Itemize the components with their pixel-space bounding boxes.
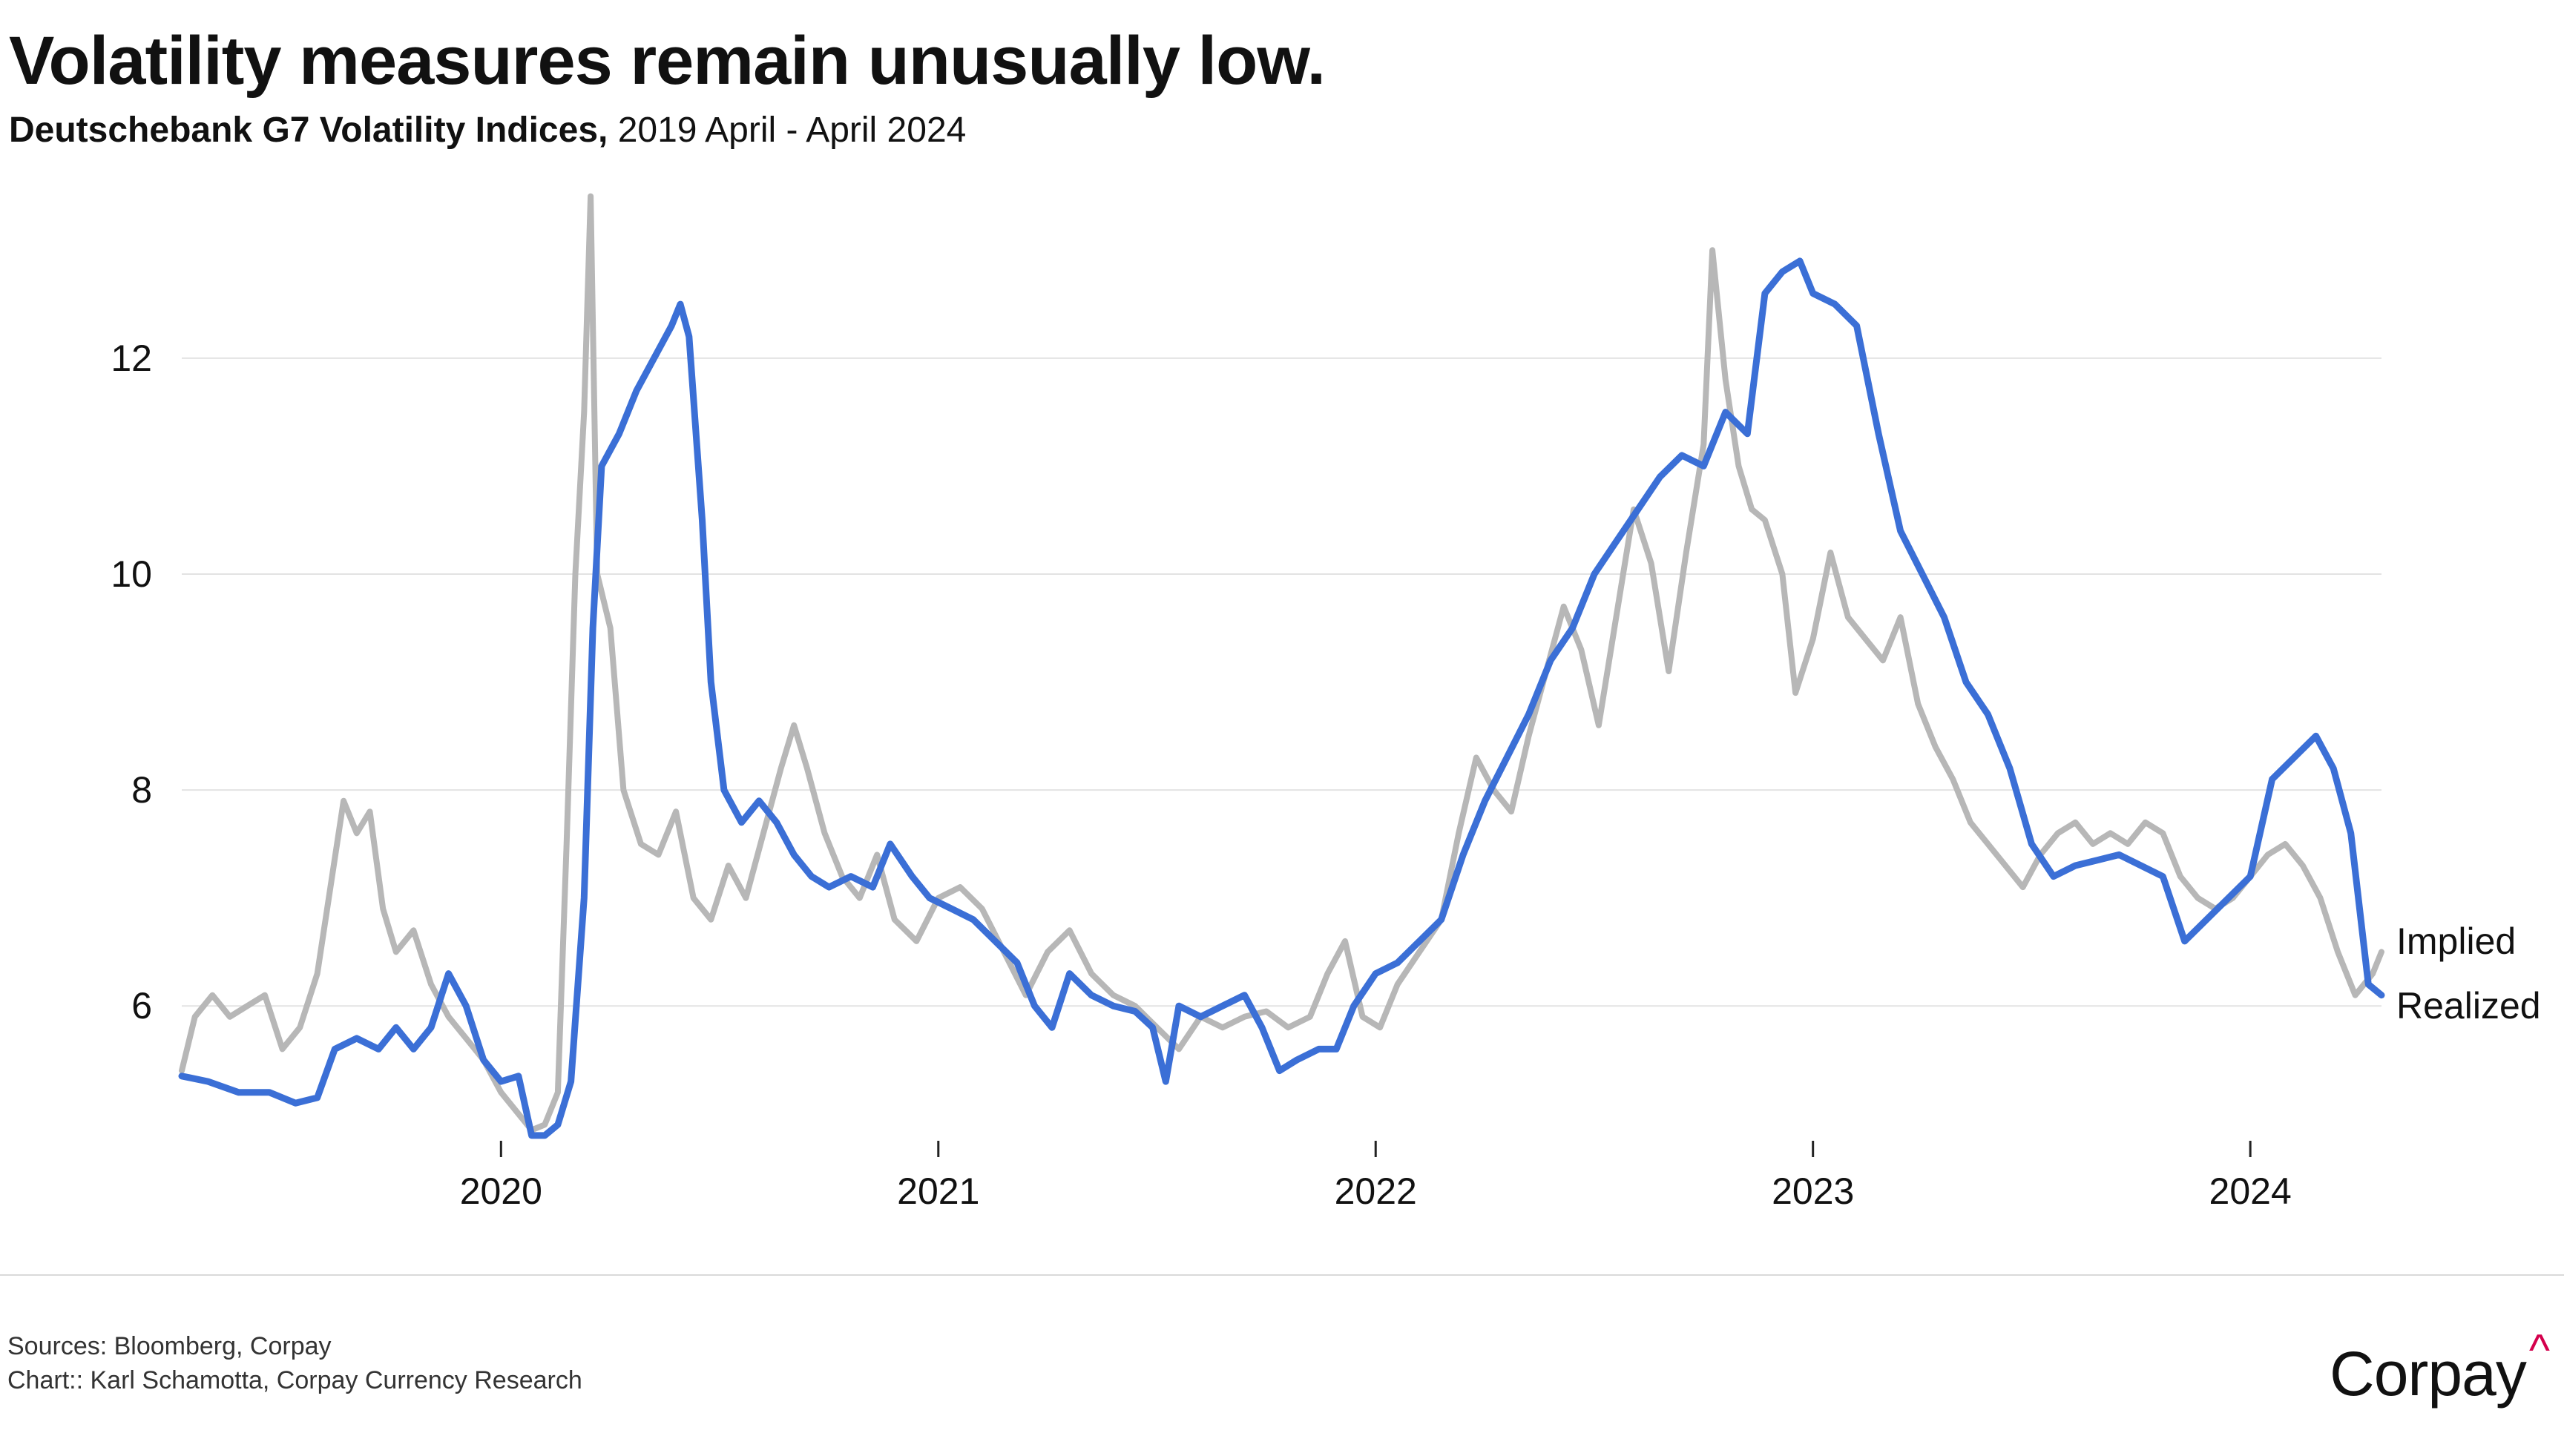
- credit-text: Chart:: Karl Schamotta, Corpay Currency …: [7, 1366, 582, 1394]
- subtitle-date-range: 2019 April - April 2024: [608, 111, 967, 150]
- series-line-implied: [178, 257, 2385, 1139]
- series-label-implied: Implied: [2396, 920, 2516, 962]
- chart-subtitle: Deutschebank G7 Volatility Indices, 2019…: [9, 111, 966, 151]
- footer-divider: [0, 1274, 2564, 1276]
- chart-title: Volatility measures remain unusually low…: [9, 23, 1326, 99]
- corpay-logo: Corpay^: [2330, 1325, 2550, 1410]
- y-tick-label-12: 12: [111, 337, 152, 379]
- y-tick-label-10: 10: [111, 553, 152, 595]
- y-tick-label-8: 8: [131, 769, 152, 811]
- x-tick-label-2023: 2023: [1772, 1170, 1854, 1212]
- footer-notes: Sources: Bloomberg, Corpay Chart:: Karl …: [7, 1329, 582, 1397]
- x-tick-label-2024: 2024: [2209, 1170, 2292, 1212]
- x-tick-label-2021: 2021: [897, 1170, 979, 1212]
- x-tick-label-2022: 2022: [1335, 1170, 1417, 1212]
- subtitle-series-name: Deutschebank G7 Volatility Indices,: [9, 111, 608, 150]
- sources-text: Sources: Bloomberg, Corpay: [7, 1332, 332, 1360]
- logo-wordmark: Corpay: [2330, 1339, 2527, 1409]
- series-label-realized: Realized: [2396, 985, 2541, 1027]
- logo-caret-icon: ^: [2528, 1325, 2550, 1375]
- series-line-realized: [179, 193, 2384, 1133]
- x-tick-label-2020: 2020: [460, 1170, 542, 1212]
- y-tick-label-6: 6: [131, 985, 152, 1027]
